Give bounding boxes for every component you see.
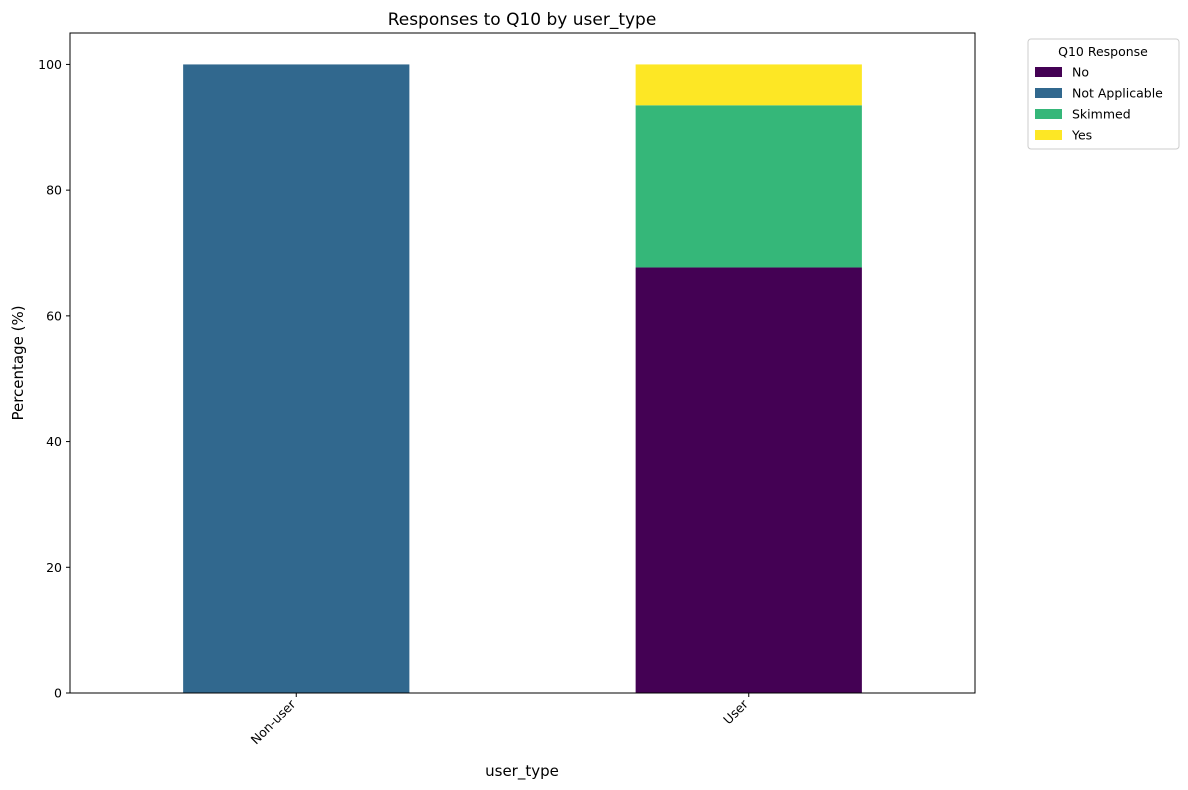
legend-swatch xyxy=(1035,88,1062,98)
y-axis-label: Percentage (%) xyxy=(9,305,27,420)
legend: Q10 Response No Not Applicable Skimmed Yes xyxy=(1027,38,1180,150)
plot-frame xyxy=(69,32,976,694)
bar-segment xyxy=(635,64,862,106)
bar-segment xyxy=(183,64,410,694)
x-tick-label: User xyxy=(720,696,751,727)
bar-segment xyxy=(635,267,862,693)
y-axis: 0 20 40 60 80 100 xyxy=(38,57,70,701)
y-tick-label: 100 xyxy=(38,57,62,72)
x-tick-label: Non-user xyxy=(248,696,299,747)
bar-segment xyxy=(635,105,862,268)
legend-label: Not Applicable xyxy=(1072,86,1163,101)
x-axis-label: user_type xyxy=(485,762,559,781)
y-tick-label: 0 xyxy=(54,686,62,701)
y-tick-label: 60 xyxy=(46,308,62,323)
legend-swatch xyxy=(1035,130,1062,140)
legend-swatch xyxy=(1035,67,1062,77)
y-tick-label: 20 xyxy=(46,560,62,575)
plot-area xyxy=(69,32,976,694)
y-tick-label: 40 xyxy=(46,434,62,449)
legend-label: Skimmed xyxy=(1072,107,1131,122)
legend-items: No Not Applicable Skimmed Yes xyxy=(1035,65,1163,143)
legend-title: Q10 Response xyxy=(1058,44,1148,59)
chart-title: Responses to Q10 by user_type xyxy=(388,10,657,30)
legend-label: No xyxy=(1072,65,1089,80)
y-tick-label: 80 xyxy=(46,183,62,198)
x-axis: Non-user User xyxy=(248,693,751,747)
legend-frame xyxy=(1027,38,1180,150)
legend-label: Yes xyxy=(1071,128,1092,143)
legend-swatch xyxy=(1035,109,1062,119)
